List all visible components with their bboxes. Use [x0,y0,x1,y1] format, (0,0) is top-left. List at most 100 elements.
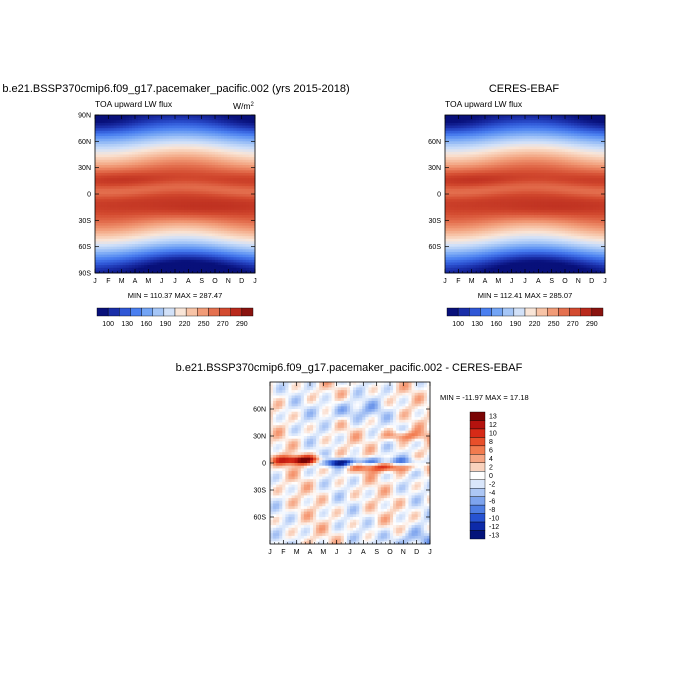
heatmap-cell [469,222,474,226]
heatmap-cell [233,217,237,221]
heatmap-cell [488,180,492,184]
heatmap-cell [135,217,139,221]
heatmap-cell [472,254,477,258]
heatmap-cell [141,191,145,195]
heatmap-cell [506,233,511,237]
heatmap-cell [168,136,173,140]
heatmap-cell [509,183,514,187]
heatmap-cell [104,249,108,253]
heatmap-cell [472,159,477,163]
heatmap-cell [208,133,213,137]
heatmap-cell [156,262,161,266]
heatmap-cell [150,157,154,161]
heatmap-cell [187,191,191,195]
x-tick-label: N [226,278,231,285]
heatmap-cell [478,236,483,240]
heatmap-cell [494,149,498,153]
heatmap-cell [101,241,105,245]
heatmap-cell [248,249,253,253]
heatmap-cell [503,170,507,174]
heatmap-cell [475,138,480,142]
heatmap-cell [122,204,127,208]
heatmap-cell [147,125,151,129]
heatmap-cell [159,199,164,203]
heatmap-cell [500,257,504,261]
heatmap-cell [221,138,225,142]
heatmap-cell [101,183,105,187]
heatmap-cell [245,170,250,174]
heatmap-cell [135,201,139,205]
heatmap-cell [98,117,102,121]
heatmap-cell [125,259,130,263]
heatmap-cell [512,167,517,171]
heatmap-cell [224,194,228,198]
heatmap-cell [469,194,474,198]
heatmap-cell [119,204,124,208]
heatmap-cell [181,249,185,253]
heatmap-cell [242,244,247,248]
heatmap-cell [521,162,526,166]
heatmap-cell [515,128,520,132]
heatmap-cell [144,151,148,155]
heatmap-cell [150,244,154,248]
heatmap-cell [448,178,452,182]
heatmap-cell [125,220,130,224]
heatmap-cell [187,196,191,200]
heatmap-cell [494,225,498,229]
heatmap-cell [150,180,154,184]
heatmap-cell [110,117,114,121]
heatmap-cell [190,259,194,263]
heatmap-cell [199,222,204,226]
heatmap-cell [202,196,207,200]
heatmap-cell [168,178,173,182]
heatmap-cell [497,238,501,242]
heatmap-cell [245,120,250,124]
heatmap-cell [242,154,247,158]
heatmap-cell [113,165,117,169]
heatmap-cell [478,201,483,205]
heatmap-cell [196,122,201,126]
heatmap-cell [506,117,511,121]
heatmap-cell [221,254,225,258]
heatmap-cell [131,236,136,240]
heatmap-cell [122,183,127,187]
heatmap-cell [205,159,210,163]
heatmap-cell [98,122,102,126]
heatmap-cell [497,254,501,258]
heatmap-cell [165,257,170,261]
heatmap-cell [227,241,231,245]
heatmap-cell [221,267,225,271]
heatmap-cell [481,167,486,171]
heatmap-cell [531,244,535,248]
heatmap-cell [525,191,529,195]
heatmap-cell [107,191,111,195]
heatmap-cell [448,149,452,153]
heatmap-cell [150,238,154,242]
heatmap-cell [128,262,133,266]
heatmap-cell [98,238,102,242]
heatmap-cell [107,238,111,242]
heatmap-cell [187,115,191,119]
heatmap-cell [221,225,225,229]
heatmap-cell [528,175,532,179]
heatmap-cell [128,146,133,150]
heatmap-cell [245,225,250,229]
heatmap-cell [515,267,520,271]
heatmap-cell [107,146,111,150]
heatmap-cell [466,225,471,229]
heatmap-cell [184,257,188,261]
heatmap-cell [233,128,237,132]
heatmap-cell [178,186,182,190]
heatmap-cell [116,149,121,153]
heatmap-cell [518,215,523,219]
heatmap-cell [128,170,133,174]
heatmap-cell [472,212,477,216]
heatmap-cell [518,180,523,184]
heatmap-cell [500,249,504,253]
heatmap-cell [460,186,464,190]
heatmap-cell [178,233,182,237]
heatmap-cell [503,244,507,248]
heatmap-cell [451,172,455,176]
heatmap-cell [466,254,471,258]
heatmap-cell [506,254,511,258]
